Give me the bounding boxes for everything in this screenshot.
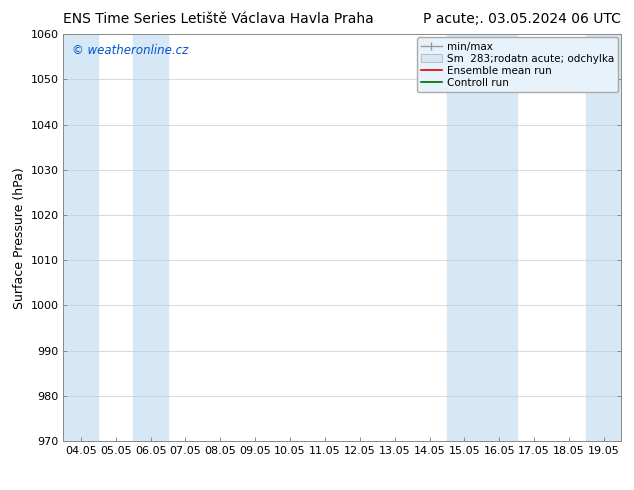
Bar — [133, 34, 168, 441]
Y-axis label: Surface Pressure (hPa): Surface Pressure (hPa) — [13, 167, 26, 309]
Text: P acute;. 03.05.2024 06 UTC: P acute;. 03.05.2024 06 UTC — [424, 12, 621, 26]
Legend: min/max, Sm  283;rodatn acute; odchylka, Ensemble mean run, Controll run: min/max, Sm 283;rodatn acute; odchylka, … — [417, 37, 618, 92]
Text: ENS Time Series Letiště Václava Havla Praha: ENS Time Series Letiště Václava Havla Pr… — [63, 12, 374, 26]
Bar — [447, 34, 517, 441]
Text: © weatheronline.cz: © weatheronline.cz — [72, 45, 188, 57]
Bar — [63, 34, 98, 441]
Bar — [586, 34, 621, 441]
